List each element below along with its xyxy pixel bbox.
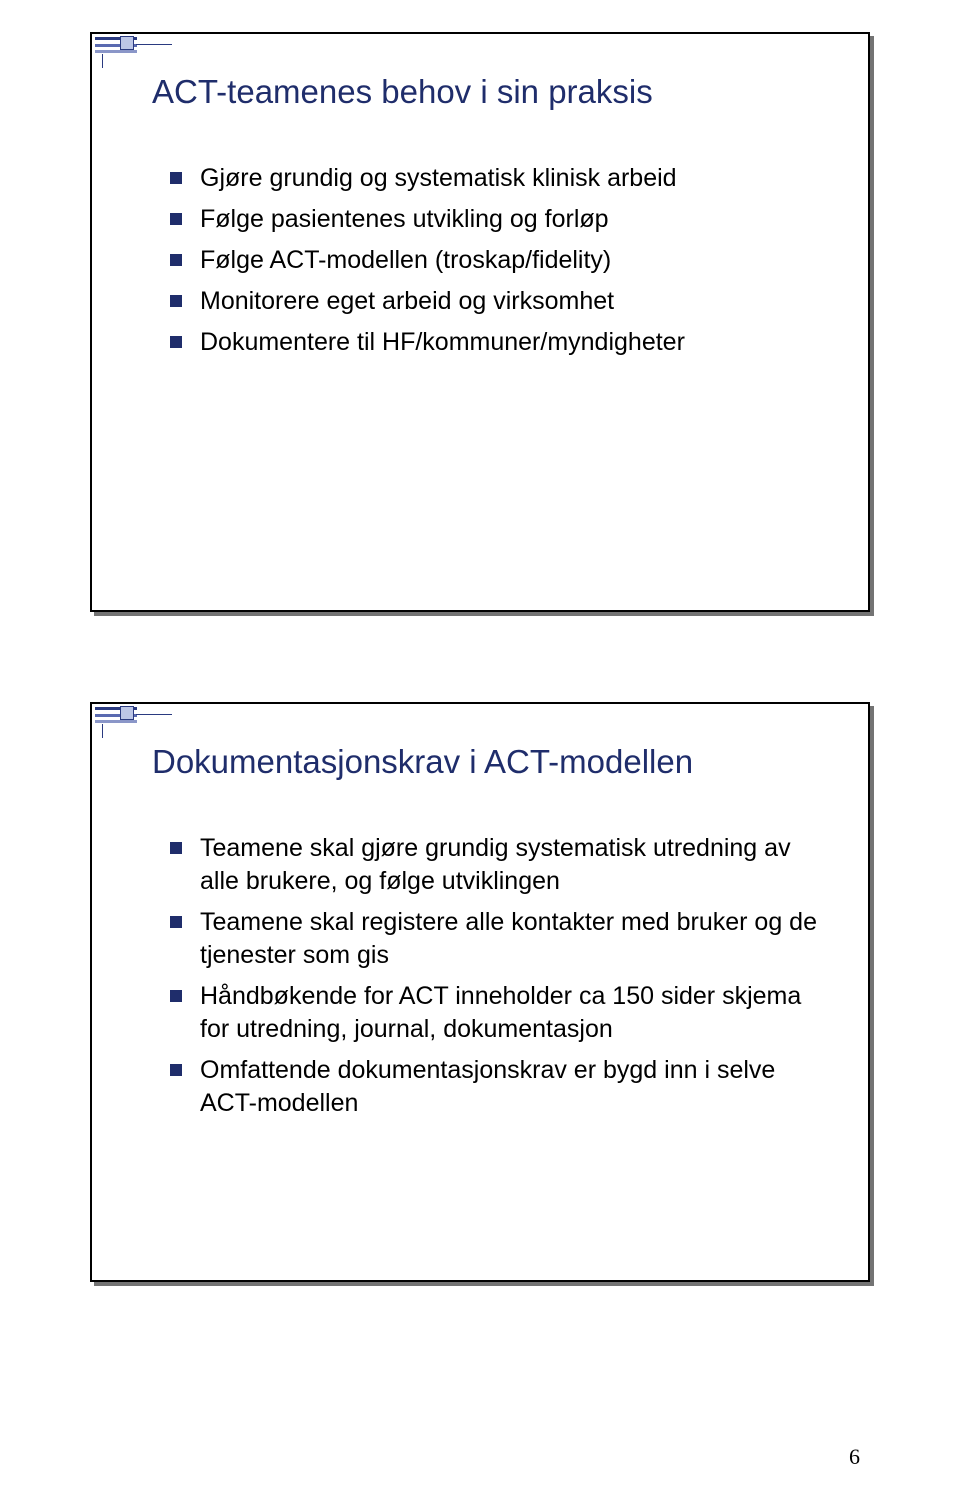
list-item: Omfattende dokumentasjonskrav er bygd in… [170, 1054, 820, 1120]
list-item: Dokumentere til HF/kommuner/myndigheter [170, 326, 820, 359]
slide-1-bullet-list: Gjøre grundig og systematisk klinisk arb… [170, 162, 820, 359]
list-item: Følge ACT-modellen (troskap/fidelity) [170, 244, 820, 277]
list-item: Monitorere eget arbeid og virksomhet [170, 285, 820, 318]
page-number: 6 [849, 1444, 860, 1470]
slide-1-title: ACT-teamenes behov i sin praksis [152, 72, 828, 112]
corner-decoration-icon [92, 704, 170, 738]
list-item: Teamene skal registere alle kontakter me… [170, 906, 820, 972]
slide-1: ACT-teamenes behov i sin praksis Gjøre g… [90, 32, 870, 612]
list-item: Teamene skal gjøre grundig systematisk u… [170, 832, 820, 898]
slide-1-body: Gjøre grundig og systematisk klinisk arb… [170, 162, 820, 367]
slide-2-body: Teamene skal gjøre grundig systematisk u… [170, 832, 820, 1128]
list-item: Håndbøkende for ACT inneholder ca 150 si… [170, 980, 820, 1046]
slide-2-bullet-list: Teamene skal gjøre grundig systematisk u… [170, 832, 820, 1120]
list-item: Følge pasientenes utvikling og forløp [170, 203, 820, 236]
slide-2: Dokumentasjonskrav i ACT-modellen Teamen… [90, 702, 870, 1282]
slide-2-title: Dokumentasjonskrav i ACT-modellen [152, 742, 828, 782]
corner-decoration-icon [92, 34, 170, 68]
page: ACT-teamenes behov i sin praksis Gjøre g… [0, 0, 960, 1494]
list-item: Gjøre grundig og systematisk klinisk arb… [170, 162, 820, 195]
